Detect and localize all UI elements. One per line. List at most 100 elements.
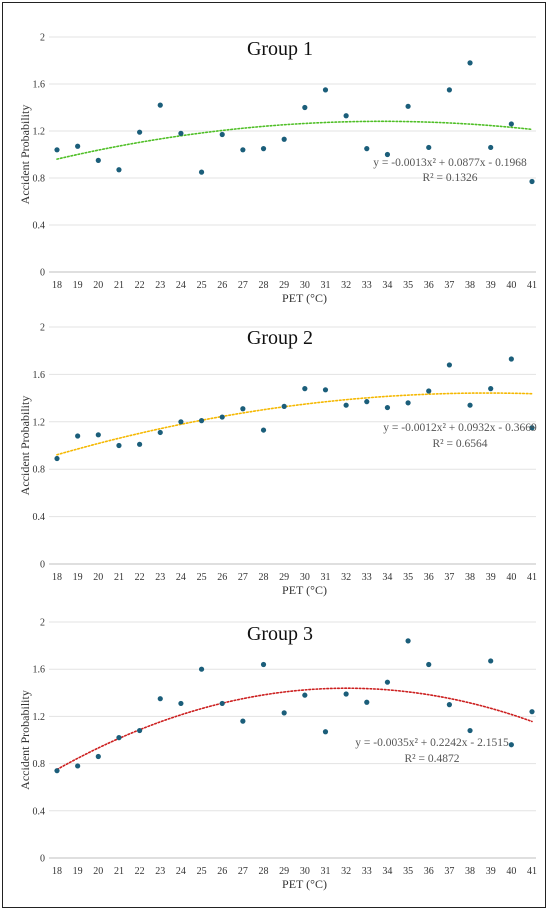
x-tick-label: 34 [382,866,392,877]
data-point [95,157,101,163]
data-point [260,427,267,433]
x-tick-label: 31 [320,572,330,583]
x-tick-label: 27 [238,572,248,583]
x-tick-label: 38 [465,572,475,583]
data-point [219,131,225,138]
chart-group-2: 0 0.4 0.8 1.2 1.6 2 18 19 20 21 22 23 24 25 26 27 28 29 30… [18,323,537,598]
y-tick-label: 0 [40,854,45,865]
data-point [116,442,122,449]
data-point [508,356,514,362]
chart-title: Group 3 [247,623,313,645]
data-point [384,404,391,411]
x-tick-label: 35 [403,866,413,877]
data-point [322,729,329,735]
data-point [467,60,473,66]
data-point [426,661,432,668]
data-point [281,136,287,142]
x-tick-label: 36 [424,280,434,291]
data-point [508,742,514,748]
data-point [446,702,452,708]
y-tick-label: 1.6 [33,665,46,676]
x-tick-label: 25 [197,572,207,583]
x-axis-label: PET (°C) [282,291,327,305]
x-tick-label: 40 [506,280,516,291]
data-point [240,718,246,724]
data-point [75,433,81,439]
data-point [488,658,494,664]
x-tick-label: 41 [527,572,537,583]
data-point [75,143,81,149]
x-tick-label: 37 [444,866,454,877]
x-tick-label: 30 [300,280,310,291]
data-point [219,414,225,420]
data-point [198,169,205,175]
data-point [137,441,143,447]
x-tick-label: 33 [362,866,372,877]
data-point [157,429,163,436]
x-tick-label: 36 [424,572,434,583]
y-tick-label: 0.4 [33,806,46,817]
x-tick-label: 24 [176,866,186,877]
y-tick-label: 0 [40,268,45,279]
data-point [178,700,184,707]
x-tick-label: 40 [506,866,516,877]
data-point [426,144,432,151]
data-point [302,386,308,392]
x-tick-label: 31 [320,280,330,291]
data-point [343,691,349,697]
data-point [95,432,101,438]
data-point [529,425,535,431]
data-point [322,387,329,393]
data-point [467,402,473,408]
y-tick-label: 1.2 [33,417,46,428]
x-tick-label: 25 [197,280,207,291]
x-tick-label: 35 [403,572,413,583]
trendline-equation: y = -0.0035x² + 0.2242x - 2.1515 [355,737,509,749]
data-point [364,146,370,152]
y-tick-label: 1.6 [33,370,46,381]
x-tick-label: 31 [320,866,330,877]
x-tick-label: 27 [238,866,248,877]
x-tick-label: 26 [217,572,227,583]
data-point [426,388,432,394]
x-tick-label: 41 [527,866,537,877]
x-tick-label: 28 [259,572,269,583]
x-tick-label: 28 [259,280,269,291]
x-tick-label: 26 [217,866,227,877]
x-tick-label: 37 [444,572,454,583]
data-point [219,700,225,707]
x-tick-label: 39 [486,572,496,583]
x-tick-label: 34 [382,572,392,583]
x-tick-label: 24 [176,572,186,583]
x-tick-label: 33 [362,572,372,583]
data-point [322,87,329,93]
y-axis-label: Accident Probability [18,105,32,205]
x-tick-label: 24 [176,280,186,291]
x-tick-label: 29 [279,572,289,583]
data-point [384,679,391,685]
data-point [446,87,452,93]
data-point [405,103,411,109]
x-tick-label: 32 [341,866,351,877]
y-tick-label: 2 [40,33,45,44]
x-tick-label: 23 [155,866,165,877]
data-point [405,400,411,406]
y-axis-label: Accident Probability [18,690,32,790]
data-point [240,147,246,153]
data-point [467,727,473,734]
trendline [56,392,533,456]
x-tick-label: 36 [424,866,434,877]
data-point [54,455,60,462]
y-tick-label: 0.8 [33,465,46,476]
x-tick-label: 35 [403,280,413,291]
data-point [198,666,205,672]
data-point [302,692,308,698]
x-tick-label: 39 [486,280,496,291]
x-tick-label: 21 [114,866,124,877]
data-point [116,167,122,173]
y-tick-label: 1.2 [33,127,46,138]
data-point [198,418,205,424]
data-point [529,178,535,185]
data-point [446,362,452,368]
